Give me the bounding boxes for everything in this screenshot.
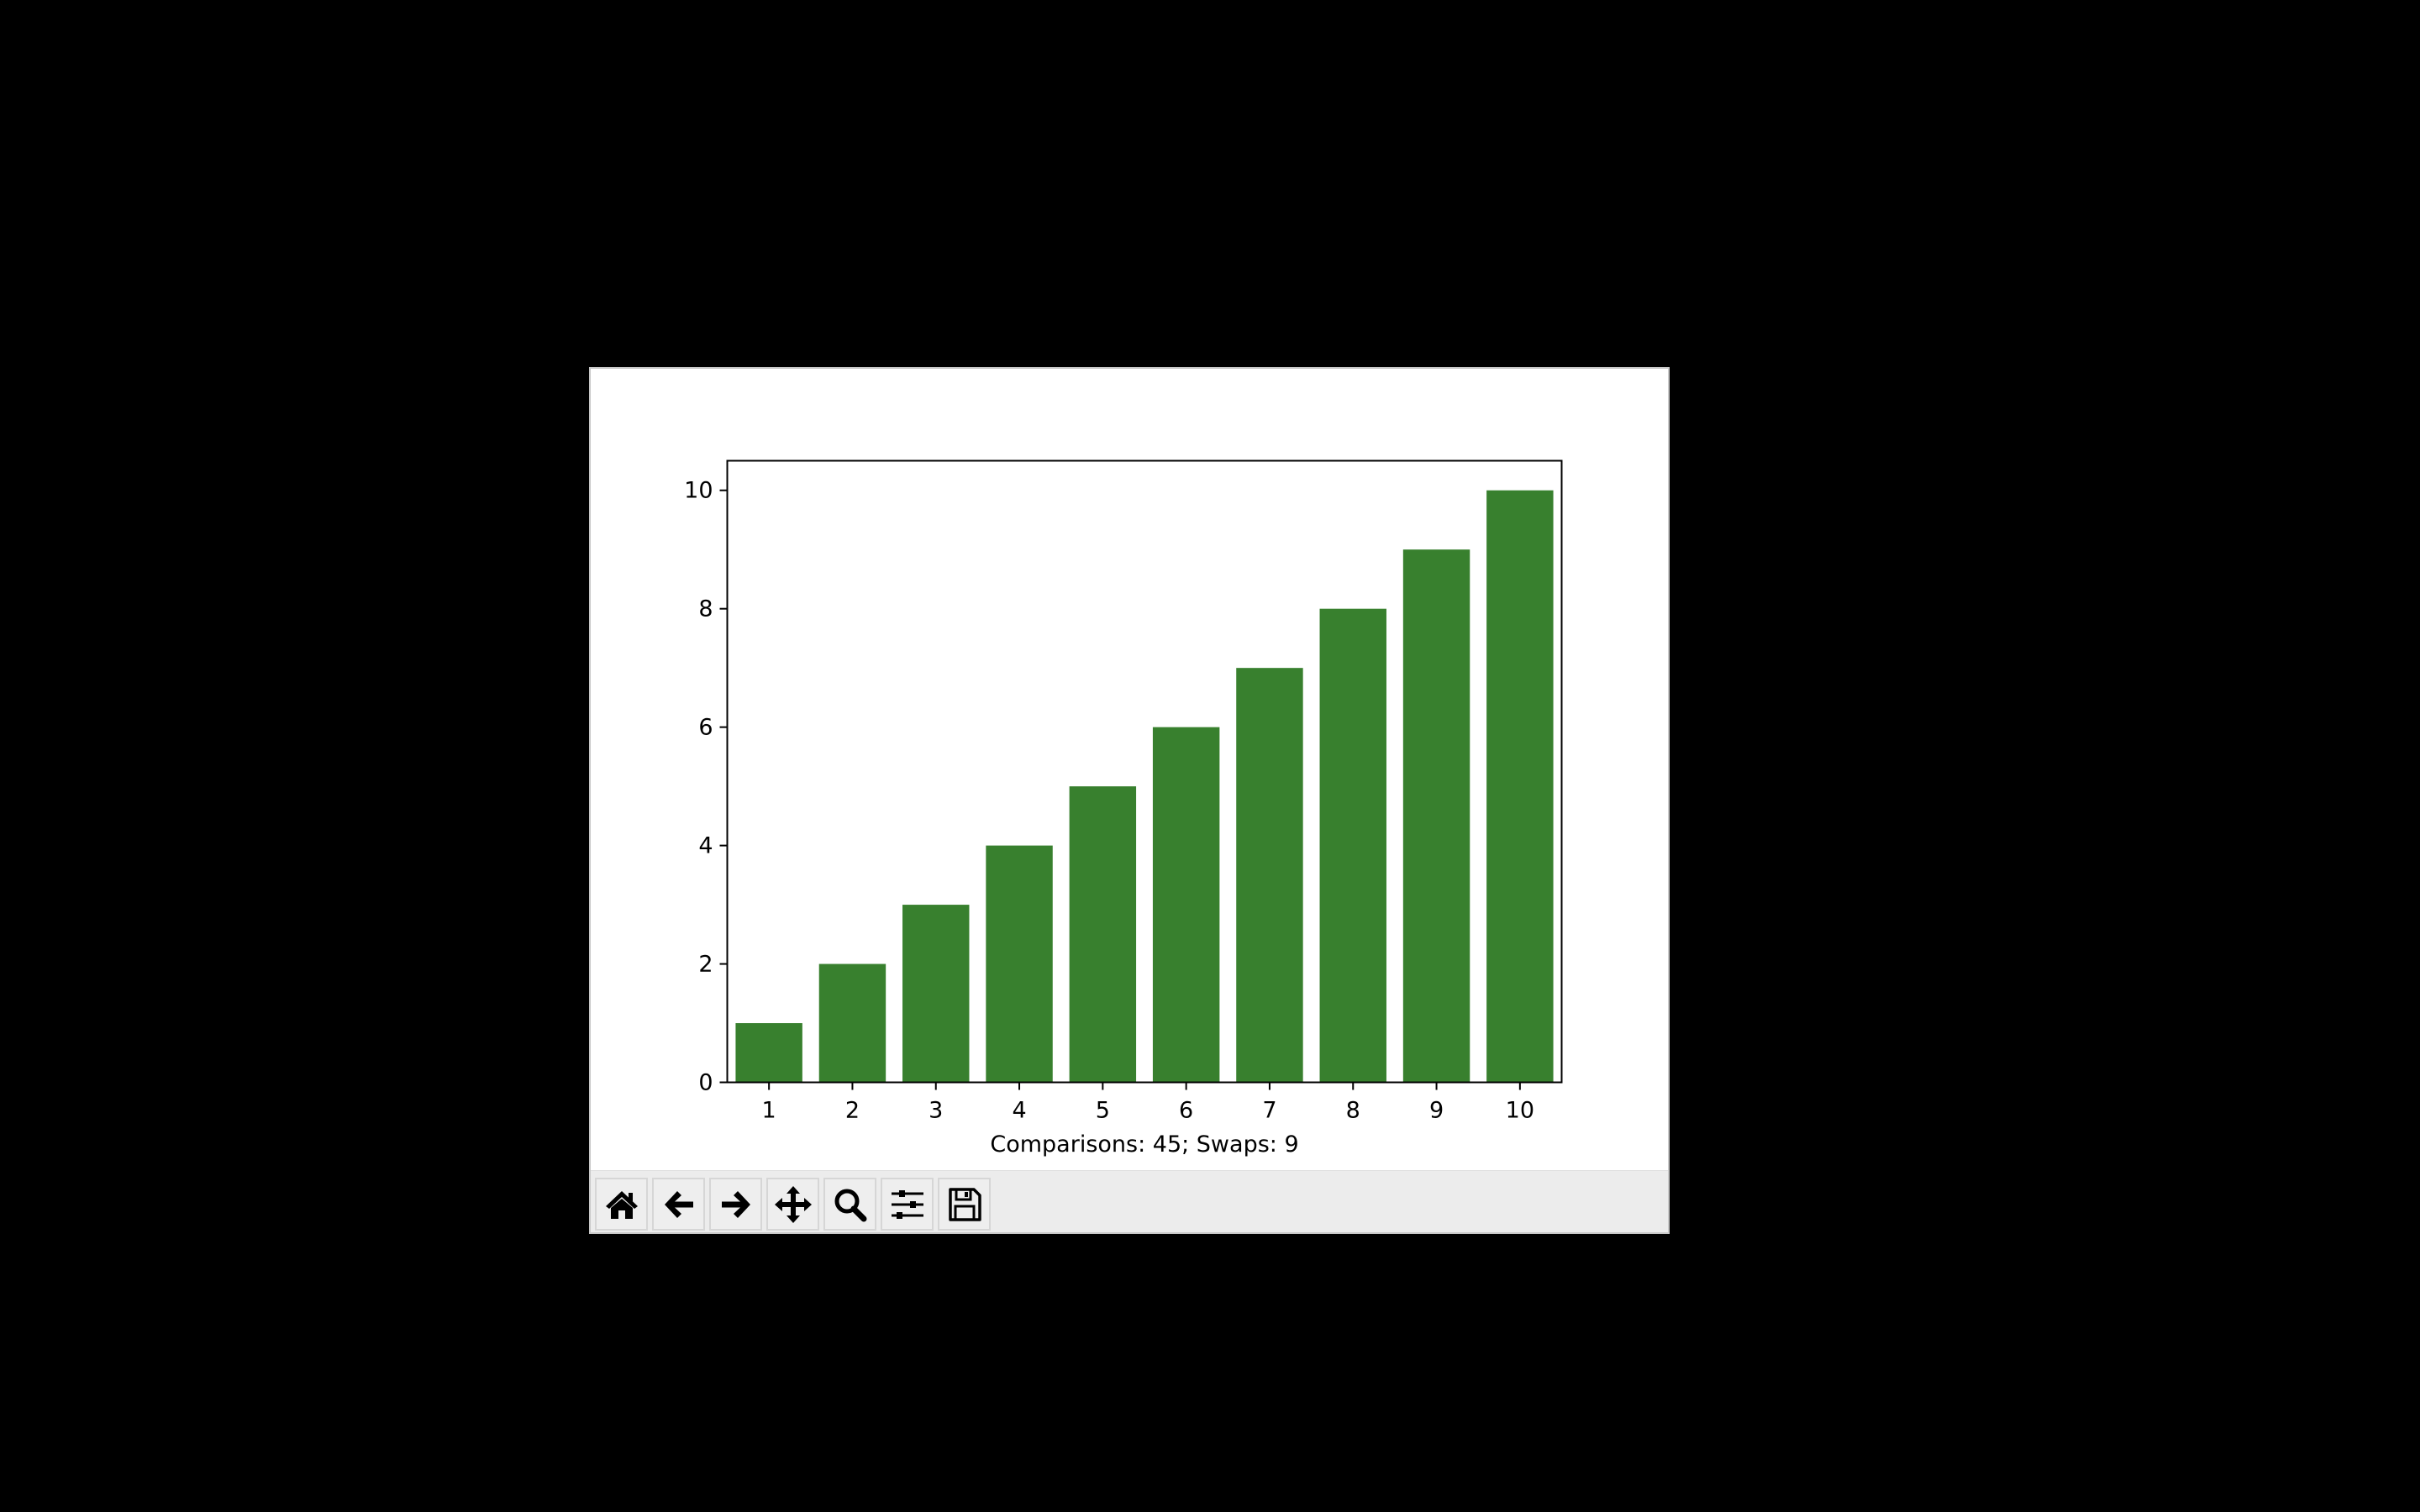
figure-canvas: 0 2 4 6 8 10 1 2 3 4 5 6 7 8 9 10 Comparisons: 45; Swa… xyxy=(591,369,1668,1170)
y-tick-label: 6 xyxy=(698,715,713,741)
configure-subplots-button[interactable] xyxy=(881,1178,934,1231)
bar-6 xyxy=(1152,727,1220,1083)
x-tick-label: 5 xyxy=(1096,1098,1110,1124)
y-tick-label: 4 xyxy=(698,833,713,859)
home-icon xyxy=(605,1190,638,1219)
move-icon xyxy=(774,1185,812,1223)
x-tick-label: 6 xyxy=(1179,1098,1193,1124)
forward-button[interactable] xyxy=(709,1178,762,1231)
bar-9 xyxy=(1402,549,1470,1083)
floppy-disk-icon xyxy=(948,1187,981,1221)
bar-2 xyxy=(818,963,886,1083)
x-tick-label: 3 xyxy=(929,1098,943,1124)
bar-10 xyxy=(1486,490,1554,1083)
sliders-icon xyxy=(891,1189,923,1219)
bar-7 xyxy=(1236,668,1303,1083)
navigation-toolbar xyxy=(591,1170,1668,1232)
x-tick-label: 1 xyxy=(762,1098,776,1124)
x-tick-label: 8 xyxy=(1346,1098,1360,1124)
save-button[interactable] xyxy=(938,1178,991,1231)
y-axis-ticks: 0 2 4 6 8 10 xyxy=(684,478,728,1096)
home-button[interactable] xyxy=(595,1178,648,1231)
bar-3 xyxy=(902,905,970,1083)
y-tick-label: 8 xyxy=(698,596,713,622)
arrow-right-icon xyxy=(721,1190,750,1218)
arrow-left-icon xyxy=(664,1190,693,1218)
y-tick-label: 10 xyxy=(684,478,713,504)
bar-8 xyxy=(1319,608,1386,1083)
x-tick-label: 2 xyxy=(845,1098,860,1124)
bar-5 xyxy=(1069,786,1137,1083)
axes-frame xyxy=(726,459,1563,1084)
zoom-button[interactable] xyxy=(823,1178,876,1231)
plot-window: 0 2 4 6 8 10 1 2 3 4 5 6 7 8 9 10 Comparisons: 45; Swa… xyxy=(589,367,1670,1234)
x-tick-label: 10 xyxy=(1506,1098,1534,1124)
x-tick-label: 9 xyxy=(1429,1098,1444,1124)
y-tick-label: 0 xyxy=(698,1070,713,1096)
bars-group xyxy=(735,490,1554,1083)
x-axis-label: Comparisons: 45; Swaps: 9 xyxy=(990,1131,1298,1158)
back-button[interactable] xyxy=(652,1178,705,1231)
x-tick-label: 7 xyxy=(1262,1098,1276,1124)
magnifier-icon xyxy=(834,1189,866,1221)
bar-4 xyxy=(986,845,1053,1083)
y-tick-label: 2 xyxy=(698,952,713,978)
bar-1 xyxy=(735,1023,802,1083)
x-axis-ticks: 1 2 3 4 5 6 7 8 9 10 xyxy=(762,1082,1534,1124)
x-tick-label: 4 xyxy=(1012,1098,1026,1124)
pan-button[interactable] xyxy=(766,1178,819,1231)
